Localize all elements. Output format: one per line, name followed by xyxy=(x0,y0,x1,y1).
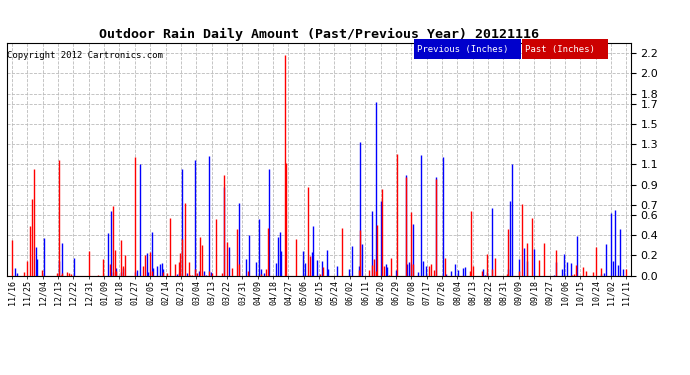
Text: Copyright 2012 Cartronics.com: Copyright 2012 Cartronics.com xyxy=(7,51,163,60)
Title: Outdoor Rain Daily Amount (Past/Previous Year) 20121116: Outdoor Rain Daily Amount (Past/Previous… xyxy=(99,27,539,40)
Text: Past (Inches): Past (Inches) xyxy=(525,45,595,54)
Text: Previous (Inches): Previous (Inches) xyxy=(417,45,509,54)
